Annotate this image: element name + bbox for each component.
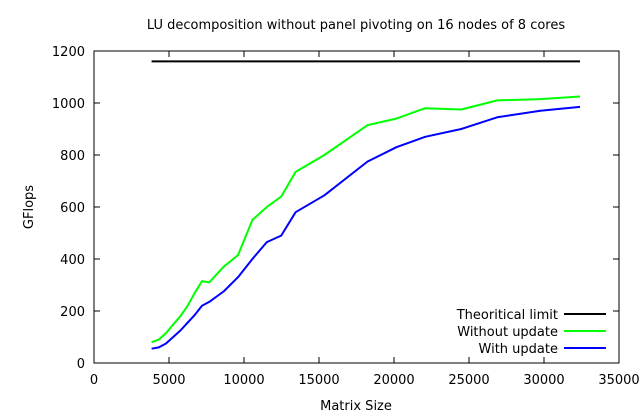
series-line-3 — [151, 105, 581, 350]
y-tick-label: 1000 — [52, 97, 85, 112]
y-axis-label: GFlops — [22, 185, 37, 229]
legend-label-2: Without update — [457, 325, 558, 340]
y-tick-label: 800 — [60, 149, 85, 164]
x-tick-label: 20000 — [373, 373, 414, 388]
x-axis: 0 5000 10000 15000 20000 25000 30000 35000 — [90, 51, 640, 388]
legend-label-1: Theoritical limit — [456, 308, 558, 323]
legend-label-3: With update — [479, 342, 558, 357]
y-tick-label: 200 — [60, 305, 85, 320]
chart-title: LU decomposition without panel pivoting … — [147, 18, 565, 33]
y-tick-label: 400 — [60, 253, 85, 268]
y-axis: 0 200 400 600 800 1000 1200 — [52, 45, 619, 372]
x-tick-label: 15000 — [298, 373, 339, 388]
legend: Theoritical limit Without update With upda… — [456, 308, 606, 357]
y-tick-label: 0 — [77, 357, 85, 372]
x-tick-label: 10000 — [223, 373, 264, 388]
x-tick-label: 35000 — [598, 373, 639, 388]
x-tick-label: 25000 — [448, 373, 489, 388]
x-tick-label: 30000 — [523, 373, 564, 388]
x-tick-label: 5000 — [152, 373, 185, 388]
series-line-2 — [151, 95, 581, 344]
x-axis-label: Matrix Size — [320, 399, 392, 414]
y-tick-label: 600 — [60, 201, 85, 216]
x-tick-label: 0 — [90, 373, 98, 388]
series-layer — [151, 60, 581, 350]
y-tick-label: 1200 — [52, 45, 85, 60]
